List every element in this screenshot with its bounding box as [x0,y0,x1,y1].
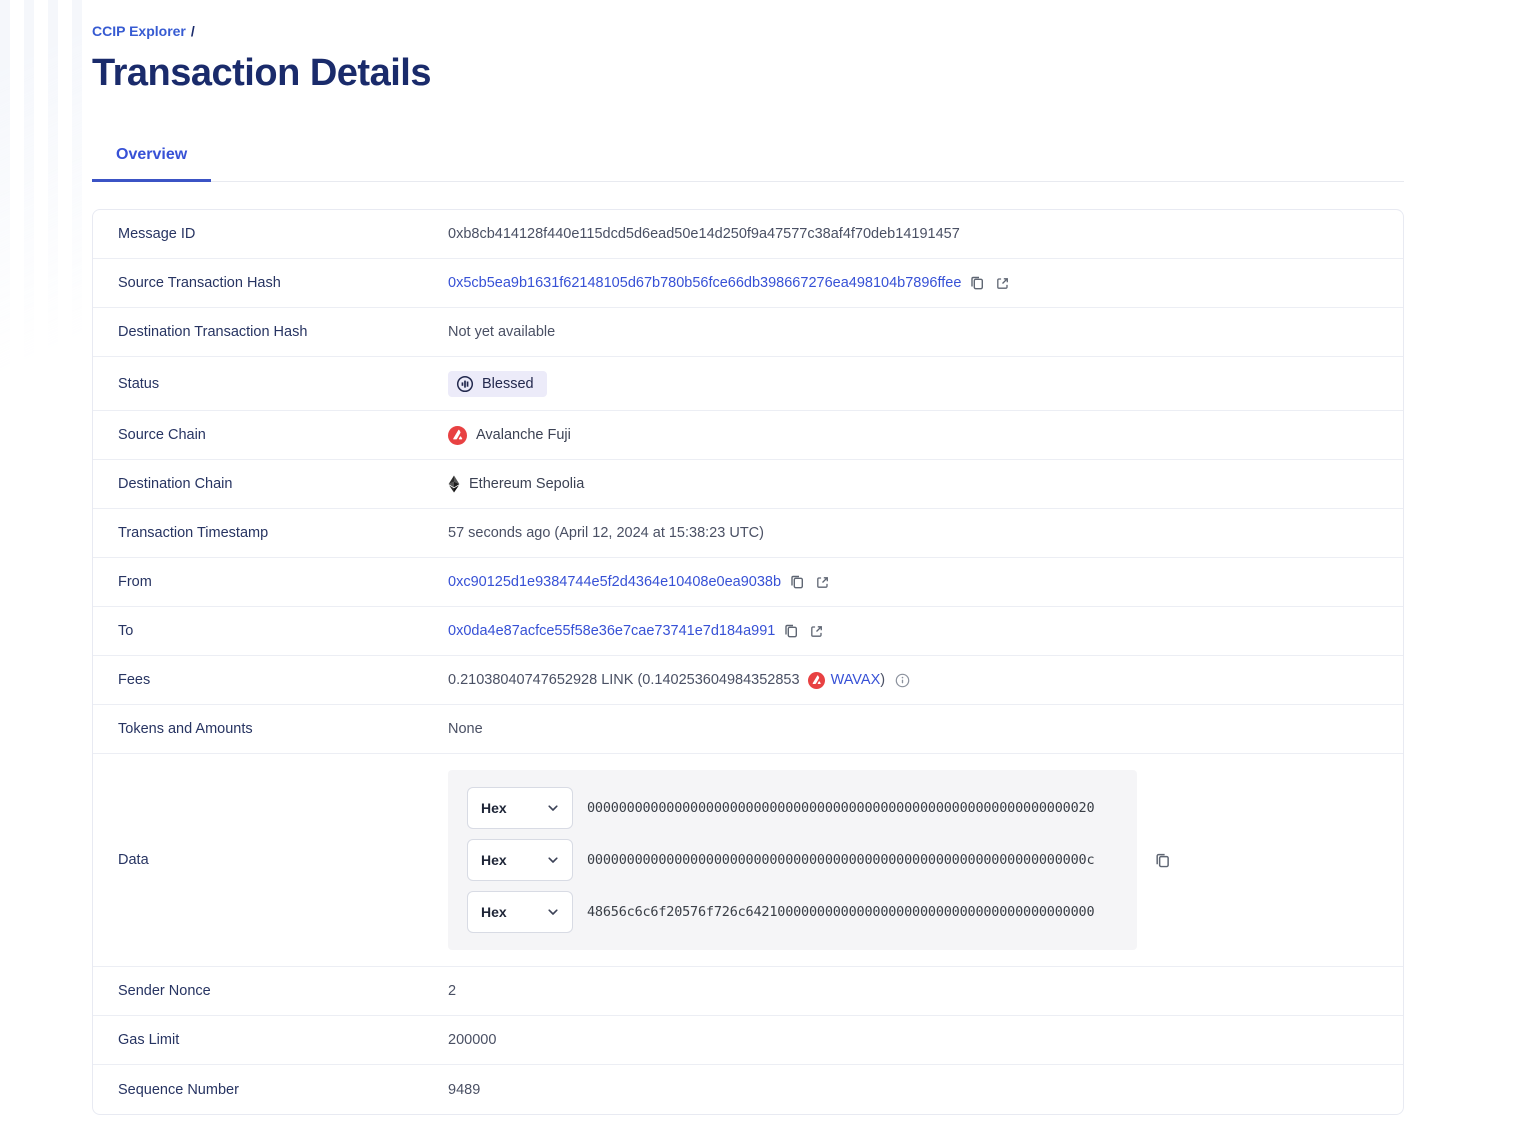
chevron-down-icon [547,854,559,866]
external-link-button[interactable] [995,276,1010,291]
data-format-select-value: Hex [481,800,507,816]
copy-button[interactable] [783,623,799,639]
dest-chain-name: Ethereum Sepolia [469,476,585,492]
external-link-button[interactable] [809,624,824,639]
tokens-value: None [448,721,483,737]
table-row-source-tx-hash: Source Transaction Hash 0x5cb5ea9b1631f6… [93,259,1403,308]
wavax-token-link[interactable]: WAVAX [830,672,881,688]
data-line: Hex 000000000000000000000000000000000000… [467,839,1118,881]
external-link-icon [815,575,830,590]
table-row-gas-limit: Gas Limit 200000 [93,1016,1403,1065]
data-format-select[interactable]: Hex [467,787,573,829]
chevron-down-icon [547,802,559,814]
data-line: Hex 000000000000000000000000000000000000… [467,787,1118,829]
row-label: Fees [118,672,151,688]
dest-tx-hash-value: Not yet available [448,324,556,340]
data-format-select-value: Hex [481,852,507,868]
source-tx-hash-link[interactable]: 0x5cb5ea9b1631f62148105d67b780b56fce66db… [448,275,962,291]
data-line: Hex 48656c6c6f20576f726c6421000000000000… [467,891,1118,933]
from-address-link[interactable]: 0xc90125d1e9384744e5f2d4364e10408e0ea903… [448,574,782,590]
info-icon[interactable] [895,673,910,688]
copy-icon [969,275,985,291]
external-link-icon [995,276,1010,291]
tab-overview[interactable]: Overview [92,134,212,182]
avalanche-logo-icon [448,425,467,445]
source-chain-name: Avalanche Fuji [476,427,571,443]
main-content: CCIP Explorer / Transaction Details Overv… [92,0,1404,1115]
sequence-number-value: 9489 [448,1081,481,1098]
chevron-down-icon [547,906,559,918]
copy-button[interactable] [969,275,985,291]
row-label: Sender Nonce [118,983,211,999]
external-link-button[interactable] [815,575,830,590]
fees-amount: 0.21038040747652928 LINK (0.140253604984… [448,672,800,688]
status-badge-label: Blessed [482,375,534,392]
table-row-tokens: Tokens and Amounts None [93,705,1403,754]
table-row-message-id: Message ID 0xb8cb414128f440e115dcd5d6ead… [93,210,1403,259]
table-row-from: From 0xc90125d1e9384744e5f2d4364e10408e0… [93,558,1403,607]
breadcrumb-ccip-explorer-link[interactable]: CCIP Explorer [92,23,186,39]
data-hex-line-2: 0000000000000000000000000000000000000000… [587,852,1095,868]
row-label: Tokens and Amounts [118,721,253,737]
table-row-dest-tx-hash: Destination Transaction Hash Not yet ava… [93,308,1403,357]
breadcrumb: CCIP Explorer / [92,23,1404,39]
row-label: Destination Transaction Hash [118,324,308,340]
breadcrumb-separator: / [190,23,195,39]
copy-button[interactable] [789,574,805,590]
status-badge: Blessed [448,370,547,397]
row-label: Sequence Number [118,1081,239,1098]
table-row-dest-chain: Destination Chain Ethereum Sepolia [93,460,1403,509]
row-label: Gas Limit [118,1032,180,1048]
row-label: Status [118,375,160,392]
copy-icon [1154,852,1171,869]
transaction-details-table: Message ID 0xb8cb414128f440e115dcd5d6ead… [92,209,1404,1115]
row-label: Message ID [118,226,196,242]
avalanche-logo-icon [807,671,825,689]
table-row-sequence-number: Sequence Number 9489 [93,1065,1403,1114]
table-row-source-chain: Source Chain Avalanche Fuji [93,411,1403,460]
gas-limit-value: 200000 [448,1032,497,1048]
tab-bar: Overview [92,134,1404,182]
to-address-link[interactable]: 0x0da4e87acfce55f58e36e7cae73741e7d184a9… [448,623,776,639]
ethereum-logo-icon [448,475,460,493]
message-id-value: 0xb8cb414128f440e115dcd5d6ead50e14d250f9… [448,226,960,242]
row-label: Source Chain [118,427,206,443]
row-label: Data [118,852,149,868]
table-row-timestamp: Transaction Timestamp 57 seconds ago (Ap… [93,509,1403,558]
data-format-select[interactable]: Hex [467,891,573,933]
copy-icon [789,574,805,590]
table-row-fees: Fees 0.21038040747652928 LINK (0.1402536… [93,656,1403,705]
timestamp-value: 57 seconds ago (April 12, 2024 at 15:38:… [448,525,764,541]
row-label: Transaction Timestamp [118,525,269,541]
sender-nonce-value: 2 [448,983,457,999]
blessed-status-icon [456,375,474,393]
row-label: From [118,574,152,590]
row-label: Destination Chain [118,476,233,492]
data-hex-line-1: 0000000000000000000000000000000000000000… [587,800,1095,816]
fees-close-paren: ) [880,672,886,688]
data-format-select[interactable]: Hex [467,839,573,881]
table-row-sender-nonce: Sender Nonce 2 [93,967,1403,1016]
copy-icon [783,623,799,639]
data-format-select-value: Hex [481,904,507,920]
data-hex-line-3: 48656c6c6f20576f726c64210000000000000000… [587,904,1095,920]
row-label: To [118,623,134,639]
external-link-icon [809,624,824,639]
table-row-data: Data Hex 0000000000000000000000000000000… [93,754,1403,967]
table-row-status: Status Blessed [93,357,1403,411]
page-title: Transaction Details [92,52,431,94]
background-stripes-decoration [0,0,96,430]
data-hex-box: Hex 000000000000000000000000000000000000… [448,770,1137,950]
row-label: Source Transaction Hash [118,275,281,291]
copy-data-button[interactable] [1154,852,1171,869]
table-row-to: To 0x0da4e87acfce55f58e36e7cae73741e7d18… [93,607,1403,656]
